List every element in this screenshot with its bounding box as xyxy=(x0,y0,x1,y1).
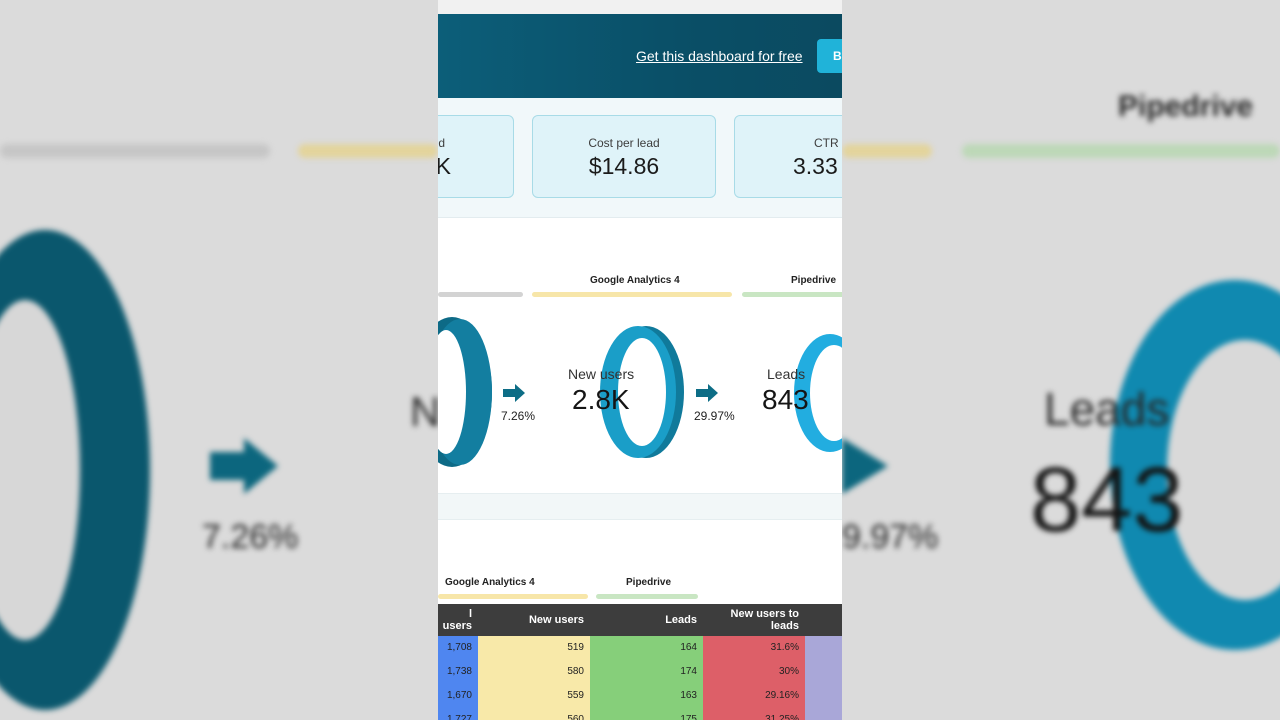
table-row: 1,708 519 164 31.6% xyxy=(438,636,842,660)
table-cell: 174 xyxy=(590,660,703,684)
stage-label: New users xyxy=(568,366,635,382)
section-divider xyxy=(438,493,842,520)
table-source-bar-pipedrive xyxy=(596,594,698,599)
kpi-card-cost-per-lead: Cost per lead $14.86 xyxy=(532,115,716,198)
table-cell xyxy=(805,660,842,684)
bg-fragment: N xyxy=(410,388,441,435)
source-bar-crm xyxy=(438,292,523,297)
kpi-value: $14.86 xyxy=(588,153,660,179)
table-cell: 1,727 xyxy=(438,708,478,720)
table-source-bar-ga4 xyxy=(438,594,588,599)
table-section: Google Analytics 4 Pipedrive l users New… xyxy=(438,520,842,720)
table-cell: 30% xyxy=(703,660,805,684)
funnel-ring-light-icon xyxy=(794,334,842,452)
column-header[interactable]: l users xyxy=(442,608,472,632)
source-bar-pipedrive xyxy=(742,292,842,297)
header-cta-button[interactable]: Be xyxy=(817,39,842,73)
bg-source-bar-3 xyxy=(842,144,932,158)
bg-arrow-right xyxy=(842,438,888,494)
table-cell: 1,670 xyxy=(438,684,478,708)
bg-source-bar-4 xyxy=(962,144,1280,158)
column-header-more xyxy=(805,604,842,636)
stage-label: Leads xyxy=(767,366,806,382)
table-cell xyxy=(805,708,842,720)
table-cell: 560 xyxy=(478,708,590,720)
source-label-pipedrive: Pipedrive xyxy=(791,275,837,286)
bg-source-bar-1 xyxy=(0,144,270,158)
stage-value: 843 xyxy=(762,384,809,415)
get-dashboard-link[interactable]: Get this dashboard for free xyxy=(636,48,803,64)
kpi-section: d K Cost per lead $14.86 CTR 3.33 xyxy=(438,98,842,218)
kpi-card-leads: d K xyxy=(438,115,514,198)
column-header[interactable]: New users to leads xyxy=(730,608,799,632)
table-source-label-pipedrive: Pipedrive xyxy=(626,577,672,588)
table-cell: 175 xyxy=(590,708,703,720)
bg-ring-left xyxy=(0,230,150,710)
table-cell: 163 xyxy=(590,684,703,708)
table-cell: 31.6% xyxy=(703,636,805,660)
table-header: l users New users Leads New users to lea… xyxy=(438,604,842,636)
table-cell: 519 xyxy=(478,636,590,660)
source-label-ga4: Google Analytics 4 xyxy=(590,275,680,286)
top-strip xyxy=(438,0,842,14)
arrow-right-icon xyxy=(503,384,525,402)
table-source-label-ga4: Google Analytics 4 xyxy=(445,577,535,588)
table-cell: 31.25% xyxy=(703,708,805,720)
stage-value: 2.8K xyxy=(572,384,630,415)
kpi-label: d xyxy=(438,136,445,150)
bg-stage-label: Leads xyxy=(1044,383,1170,435)
kpi-label: Cost per lead xyxy=(588,136,660,150)
column-header[interactable]: Leads xyxy=(665,614,697,626)
table-cell: 1,738 xyxy=(438,660,478,684)
bg-ring-right xyxy=(1110,280,1280,650)
table-cell: 1,708 xyxy=(438,636,478,660)
bg-arrow-left xyxy=(210,438,278,494)
bg-title: Pipedrive xyxy=(1118,90,1254,123)
table-cell: 580 xyxy=(478,660,590,684)
kpi-value: 3.33 xyxy=(793,153,838,179)
funnel-section: Google Analytics 4 Pipedrive 7.26% New u… xyxy=(438,218,842,493)
bg-source-bar-2 xyxy=(298,144,438,158)
table-row: 1,727 560 175 31.25% xyxy=(438,708,842,720)
table-cell xyxy=(805,636,842,660)
source-bar-ga4 xyxy=(532,292,732,297)
arrow-right-icon xyxy=(696,384,718,402)
table-row: 1,670 559 163 29.16% xyxy=(438,684,842,708)
table-cell xyxy=(805,684,842,708)
bg-stage-value: 843 xyxy=(1030,449,1184,551)
table-cell: 559 xyxy=(478,684,590,708)
funnel-ring-mid-icon xyxy=(600,326,684,458)
table-cell: 164 xyxy=(590,636,703,660)
dashboard-frame: Get this dashboard for free Be d K Cost … xyxy=(438,0,842,720)
table-row: 1,738 580 174 30% xyxy=(438,660,842,684)
dashboard-header: Get this dashboard for free Be xyxy=(438,14,842,98)
funnel-ring-dark-icon xyxy=(438,317,492,467)
conversion-rate: 7.26% xyxy=(501,409,536,423)
kpi-card-ctr: CTR 3.33 xyxy=(734,115,842,198)
column-header[interactable]: New users xyxy=(528,614,584,626)
kpi-value: K xyxy=(438,153,451,179)
kpi-label: CTR xyxy=(814,136,839,150)
conversion-rate: 29.97% xyxy=(694,409,735,423)
bg-pct-right: 9.97% xyxy=(842,518,939,556)
bg-pct-left: 7.26% xyxy=(202,518,299,556)
table-cell: 29.16% xyxy=(703,684,805,708)
